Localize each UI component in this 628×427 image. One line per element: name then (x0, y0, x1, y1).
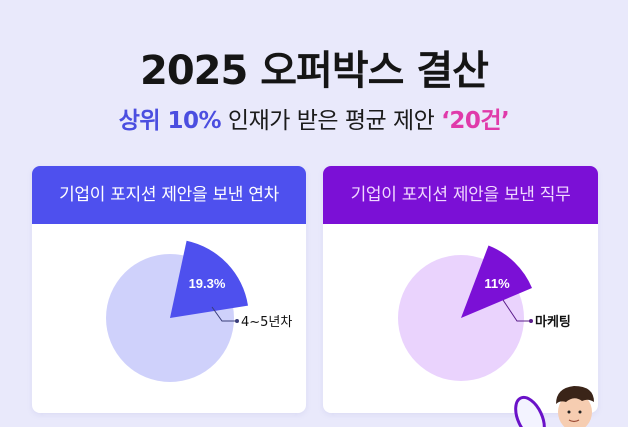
callout-label: 4~5년차 (241, 315, 292, 330)
callout-label: 마케팅 (535, 314, 571, 330)
page-subtitle: 상위 10% 인재가 받은 평균 제안 ‘20건’ (0, 101, 628, 135)
slice-percent-label: 11% (484, 276, 510, 291)
pie-highlight-slice (461, 245, 532, 318)
person-icon (556, 386, 594, 427)
subtitle-highlight-top10: 상위 10% (118, 108, 222, 134)
pie-highlight-slice (170, 240, 248, 318)
subtitle-text: 인재가 받은 평균 제안 (221, 108, 442, 134)
pie-chart-job-role: 11% 마케팅 (398, 245, 571, 381)
subtitle-highlight-count: ‘20건’ (441, 108, 510, 134)
card-header: 기업이 포지션 제안을 보낸 직무 (323, 166, 598, 224)
pie-chart-career-years: 19.3% 4~5년차 (106, 240, 292, 382)
callout-dot (235, 319, 239, 323)
magnifier-icon (514, 395, 546, 427)
card-header: 기업이 포지션 제안을 보낸 연차 (32, 166, 306, 224)
slice-percent-label: 19.3% (189, 276, 226, 291)
callout-line (502, 299, 530, 322)
callout-line (211, 306, 236, 322)
callout-dot (529, 319, 533, 323)
page-title: 2025 오퍼박스 결산 (140, 48, 489, 94)
